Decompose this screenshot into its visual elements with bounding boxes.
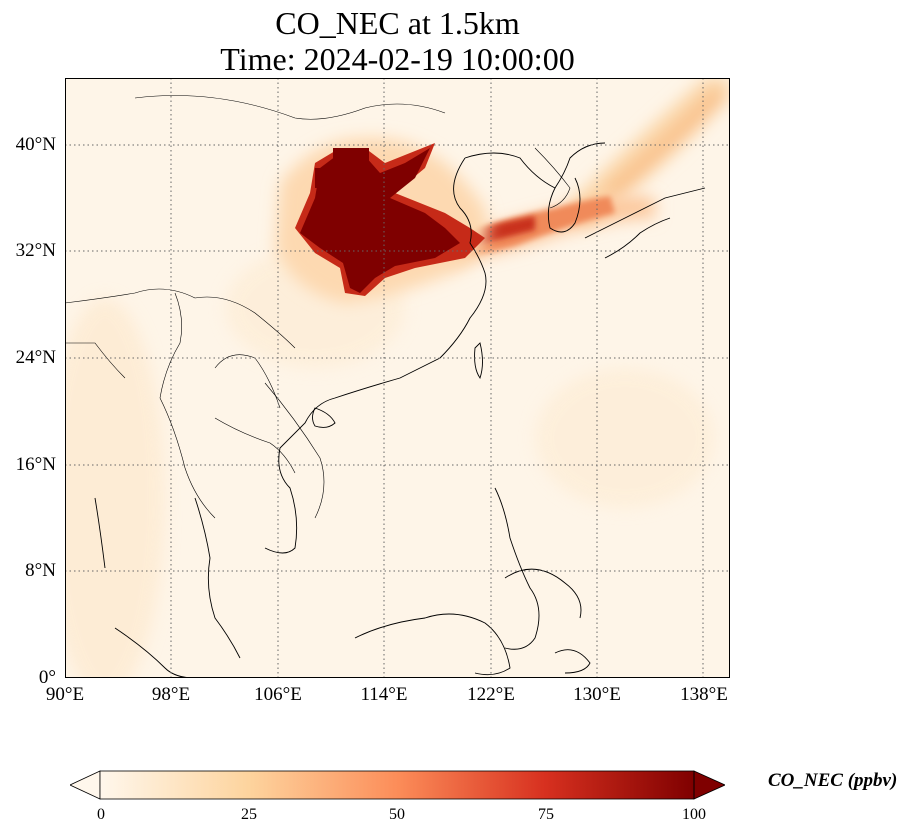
lon-tick-122e: 122°E <box>467 684 515 705</box>
lat-tick-32n: 32°N <box>15 240 56 261</box>
concentration-map <box>65 78 730 678</box>
lon-gridlines <box>170 78 704 678</box>
lat-tick-8n: 8°N <box>25 560 56 581</box>
lat-gridlines <box>65 144 730 572</box>
colorbar-tick-100: 100 <box>682 806 706 823</box>
background-haze <box>65 248 715 678</box>
colorbar-tick-25: 25 <box>241 806 257 823</box>
colorbar-tick-75: 75 <box>538 806 554 823</box>
colorbar-min-extend <box>70 770 101 800</box>
colorbar-max-extend <box>693 770 725 800</box>
lon-tick-138e: 138°E <box>680 684 728 705</box>
map-title-line-2: Time: 2024-02-19 10:00:00 <box>220 41 575 77</box>
lon-tick-130e: 130°E <box>573 684 621 705</box>
coastlines <box>94 142 706 678</box>
colorbar-label: CO_NEC (ppbv) <box>768 770 898 791</box>
lon-tick-106e: 106°E <box>254 684 302 705</box>
lat-tick-40n: 40°N <box>15 134 56 155</box>
map-title-line-1: CO_NEC at 1.5km <box>275 5 520 41</box>
lon-tick-114e: 114°E <box>360 684 408 705</box>
lat-tick-0: 0° <box>38 667 56 688</box>
japan-sea-plume <box>565 78 730 228</box>
lat-tick-16n: 16°N <box>15 454 56 475</box>
lon-tick-98e: 98°E <box>151 684 191 705</box>
colorbar-tick-50: 50 <box>389 806 405 823</box>
lon-tick-90e: 90°E <box>45 684 85 705</box>
north-china-plain-plume <box>275 137 488 303</box>
colorbar-tick-0: 0 <box>97 806 105 823</box>
map-frame <box>65 78 730 678</box>
colorbar-gradient <box>100 771 694 799</box>
colorbar <box>70 770 725 800</box>
lat-tick-24n: 24°N <box>15 347 56 368</box>
